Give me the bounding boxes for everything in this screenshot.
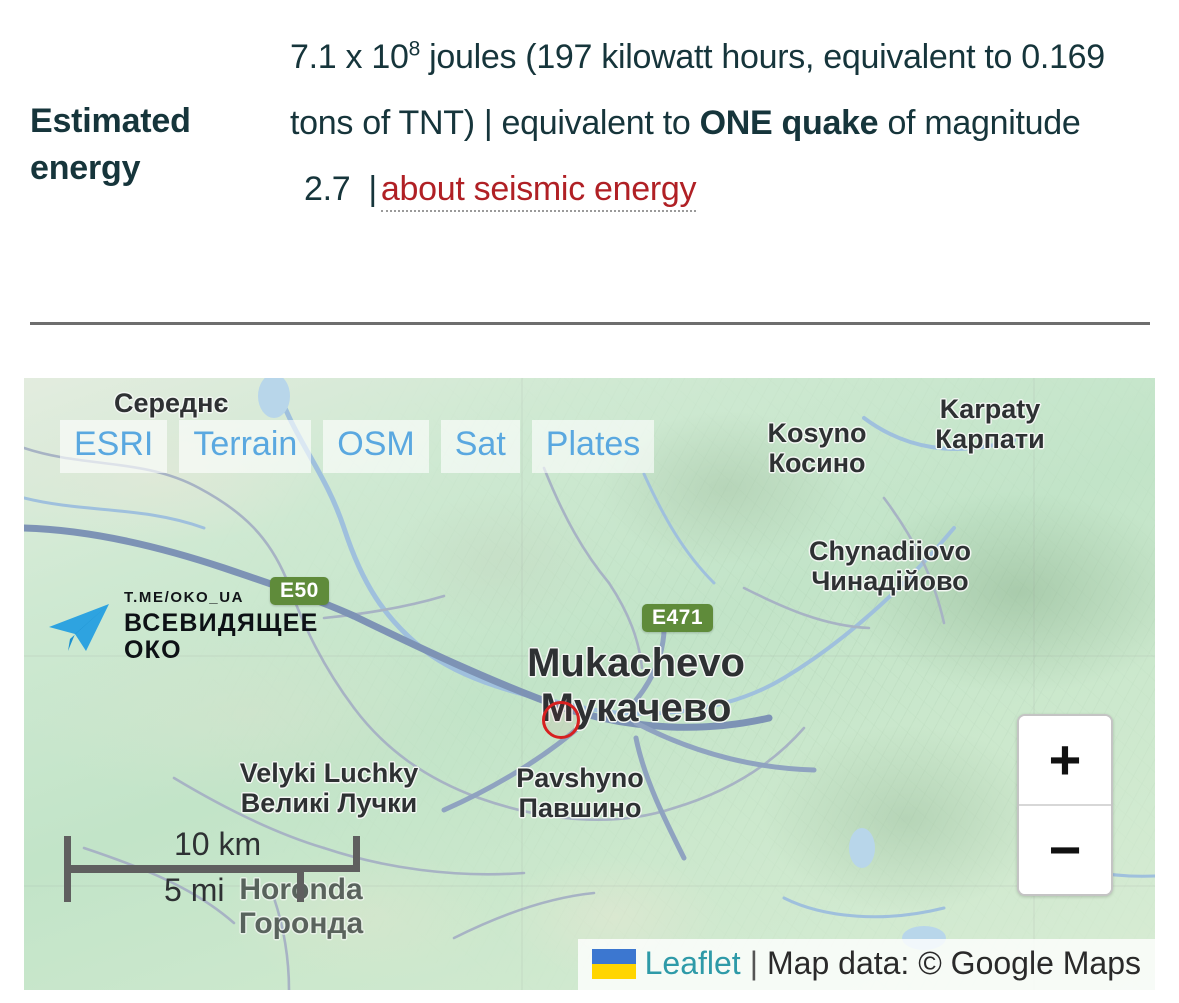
map-terrain-basemap [24,378,1155,990]
layer-button-plates[interactable]: Plates [531,420,655,474]
map-vector-layer [24,378,1155,990]
highway-shield-e471: E471 [642,604,714,632]
estimated-energy-row: Estimated energy 7.1 x 108 joules (197 k… [0,0,1179,325]
leaflet-link[interactable]: Leaflet [644,945,741,982]
row-label: Estimated energy [30,102,191,187]
map-hillshade-texture [24,378,1155,990]
layer-button-sat[interactable]: Sat [440,420,520,474]
highway-shield-e50: E50 [270,577,329,605]
earthquake-epicenter-marker[interactable] [542,701,580,739]
about-seismic-energy-link[interactable]: about seismic energy [380,170,697,212]
layer-button-terrain[interactable]: Terrain [179,420,312,474]
attribution-text: Map data: © Google Maps [767,945,1141,982]
magnitude-value: 2.7 [304,170,351,208]
value-separator: | [368,170,377,208]
ukraine-flag-icon [591,948,636,979]
magnitude-highlight: 2.7 [290,156,364,222]
attribution-separator: | [749,945,758,982]
layer-button-esri[interactable]: ESRI [60,420,168,474]
basemap-layer-switcher[interactable]: ESRI Terrain OSM Sat Plates [60,420,655,474]
energy-exponent: 8 [408,37,421,61]
energy-value-suffix: of magnitude [878,104,1081,142]
map-zoom-controls[interactable]: + − [1017,714,1113,896]
zoom-in-button[interactable]: + [1019,716,1111,806]
energy-value-prefix: 7.1 x 10 [290,38,409,76]
energy-value-middle: joules (197 kilowatt hours, equivalent t… [290,38,1105,142]
zoom-out-button[interactable]: − [1019,806,1111,894]
layer-button-osm[interactable]: OSM [323,420,429,474]
leaflet-map[interactable]: ESRI Terrain OSM Sat Plates Середнє Kosy… [24,378,1155,990]
map-attribution: Leaflet | Map data: © Google Maps [577,939,1155,990]
one-quake-emphasis: ONE quake [699,104,879,142]
section-divider [30,322,1150,325]
row-value: 7.1 x 108 joules (197 kilowatt hours, eq… [290,24,1158,222]
